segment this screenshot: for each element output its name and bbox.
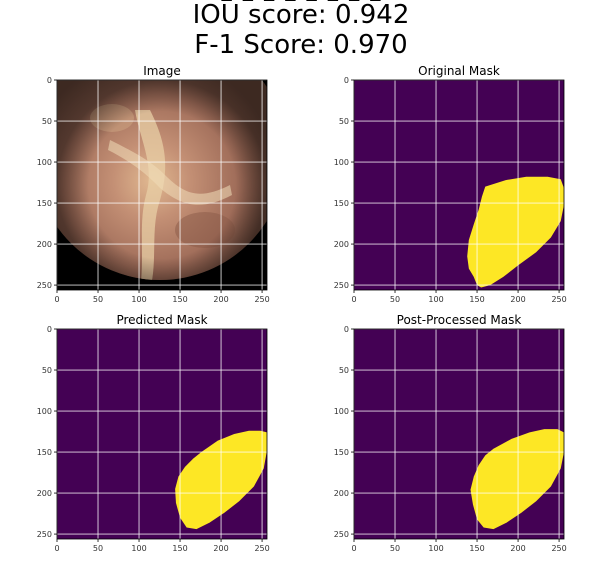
x-tick-label: 50 bbox=[390, 295, 400, 304]
y-tick-label: 150 bbox=[37, 448, 52, 457]
y-tick-label: 150 bbox=[334, 448, 349, 457]
figure-title-cut: – – – – – – – – bbox=[0, 0, 602, 14]
f1-score-title: F-1 Score: 0.970 bbox=[194, 30, 408, 60]
x-tick-label: 100 bbox=[428, 544, 443, 553]
iou-score-title: IOU score: 0.942 bbox=[192, 0, 410, 30]
y-tick-label: 50 bbox=[42, 117, 52, 126]
x-tick-label: 150 bbox=[172, 295, 187, 304]
y-tick-label: 0 bbox=[344, 76, 349, 85]
y-tick-label: 150 bbox=[334, 199, 349, 208]
x-tick-label: 200 bbox=[213, 295, 228, 304]
y-tick-label: 100 bbox=[334, 407, 349, 416]
axes-frame bbox=[353, 79, 565, 291]
x-tick-label: 250 bbox=[551, 544, 566, 553]
subplot-title: Post-Processed Mask bbox=[397, 313, 522, 327]
x-tick-label: 0 bbox=[54, 295, 59, 304]
x-tick-label: 150 bbox=[469, 295, 484, 304]
mask-region bbox=[467, 176, 564, 288]
y-tick-label: 200 bbox=[37, 489, 52, 498]
subplot-title: Predicted Mask bbox=[116, 313, 207, 327]
axes-frame bbox=[353, 328, 565, 540]
axes-frame bbox=[56, 79, 268, 291]
endoscopy-image bbox=[57, 80, 267, 280]
x-tick-label: 0 bbox=[54, 544, 59, 553]
y-tick-label: 100 bbox=[37, 407, 52, 416]
y-tick-label: 50 bbox=[339, 366, 349, 375]
x-tick-label: 200 bbox=[213, 544, 228, 553]
y-tick-label: 250 bbox=[37, 530, 52, 539]
y-tick-label: 200 bbox=[37, 240, 52, 249]
y-tick-label: 200 bbox=[334, 240, 349, 249]
image-vignette bbox=[57, 80, 267, 280]
x-tick-label: 50 bbox=[93, 544, 103, 553]
y-tick-label: 200 bbox=[334, 489, 349, 498]
y-tick-label: 0 bbox=[47, 76, 52, 85]
y-tick-label: 100 bbox=[37, 158, 52, 167]
x-tick-label: 50 bbox=[93, 295, 103, 304]
x-tick-label: 150 bbox=[172, 544, 187, 553]
axes-frame bbox=[56, 328, 268, 540]
y-tick-label: 0 bbox=[47, 325, 52, 334]
y-tick-label: 0 bbox=[344, 325, 349, 334]
y-tick-label: 150 bbox=[37, 199, 52, 208]
x-tick-label: 0 bbox=[351, 295, 356, 304]
x-tick-label: 0 bbox=[351, 544, 356, 553]
y-tick-label: 50 bbox=[42, 366, 52, 375]
y-tick-label: 250 bbox=[334, 530, 349, 539]
y-tick-label: 250 bbox=[37, 281, 52, 290]
x-tick-label: 250 bbox=[254, 544, 269, 553]
y-tick-label: 100 bbox=[334, 158, 349, 167]
x-tick-label: 150 bbox=[469, 544, 484, 553]
mask-region bbox=[470, 429, 564, 530]
x-tick-label: 200 bbox=[510, 295, 525, 304]
x-tick-label: 100 bbox=[428, 295, 443, 304]
x-tick-label: 100 bbox=[131, 544, 146, 553]
y-tick-label: 250 bbox=[334, 281, 349, 290]
x-tick-label: 250 bbox=[551, 295, 566, 304]
y-tick-label: 50 bbox=[339, 117, 349, 126]
x-tick-label: 250 bbox=[254, 295, 269, 304]
x-tick-label: 100 bbox=[131, 295, 146, 304]
x-tick-label: 200 bbox=[510, 544, 525, 553]
x-tick-label: 50 bbox=[390, 544, 400, 553]
subplot-title: Original Mask bbox=[418, 64, 500, 78]
subplot-title: Image bbox=[143, 64, 181, 78]
